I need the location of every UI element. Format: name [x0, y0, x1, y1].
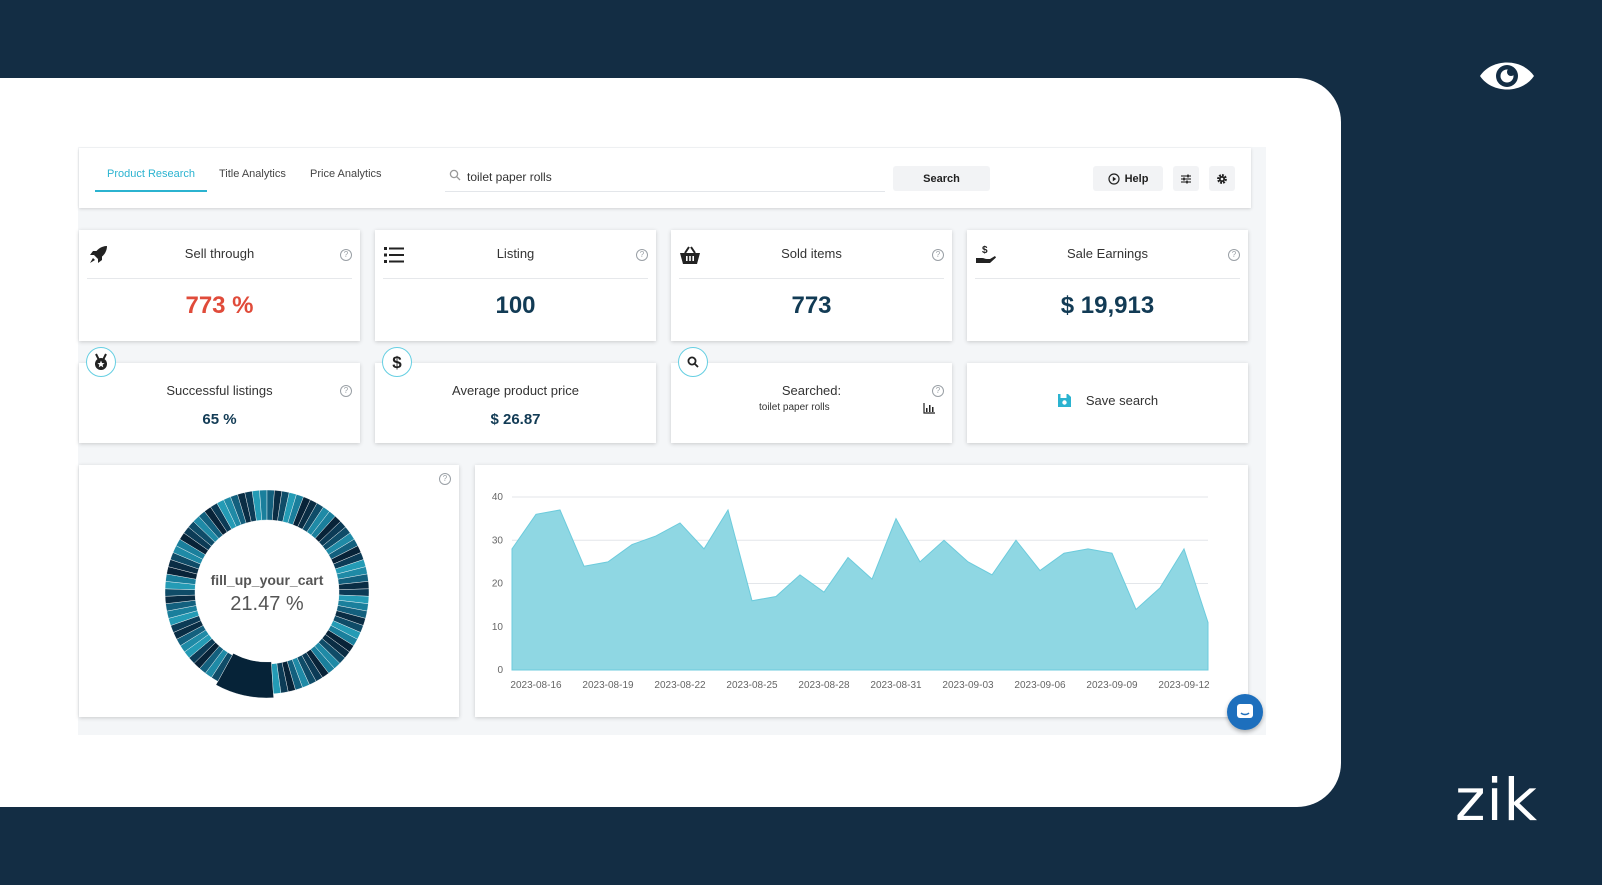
medal-icon [95, 353, 107, 370]
help-icon[interactable]: ? [636, 249, 648, 261]
search-input[interactable] [467, 166, 867, 188]
sale-earnings-value: $ 19,913 [1060, 292, 1155, 319]
sell-through-card: Sell through ? 773 % [79, 230, 360, 341]
dollar-icon: $ [392, 353, 402, 371]
x-tick-label: 2023-08-22 [654, 680, 706, 691]
successful-listings-value: 65 % [202, 411, 237, 428]
average-price-title: Average product price [452, 383, 579, 398]
searched-term: toilet paper rolls [759, 402, 830, 413]
sales-area [511, 508, 1209, 671]
help-icon[interactable]: ? [340, 385, 352, 397]
sell-through-title: Sell through [184, 246, 255, 261]
searched-card: Searched: ? toilet paper rolls [671, 363, 952, 443]
filters-button[interactable] [1173, 166, 1199, 191]
tab-product-research[interactable]: Product Research [95, 164, 208, 192]
x-tick-label: 2023-08-28 [798, 680, 850, 691]
tab-price-analytics[interactable]: Price Analytics [310, 168, 382, 180]
donut-percent-label: 21.47 % [230, 593, 304, 615]
search-button[interactable]: Search [893, 166, 990, 191]
help-icon[interactable]: ? [932, 385, 944, 397]
brand-logo: zik [1455, 766, 1539, 834]
list-icon [384, 247, 404, 263]
bar-chart-icon[interactable] [923, 403, 935, 414]
save-search-label: Save search [1085, 393, 1159, 408]
help-icon[interactable]: ? [439, 473, 451, 485]
eye-icon [1480, 62, 1534, 90]
y-tick-label: 0 [497, 665, 503, 676]
sales-area-chart[interactable]: 0 10 20 30 40 2023-08-16 2023-08-19 2023-08-22… [475, 465, 1248, 717]
divider [383, 278, 648, 279]
sale-earnings-card: $ Sale Earnings ? $ 19,913 [967, 230, 1248, 341]
x-tick-label: 2023-09-09 [1086, 680, 1138, 691]
donut-seller-label: fill_up_your_cart [211, 572, 324, 588]
x-tick-label: 2023-09-12 [1158, 680, 1210, 691]
basket-icon [680, 246, 700, 264]
help-label: Help [1124, 172, 1149, 185]
gear-icon [1217, 173, 1227, 184]
divider [975, 278, 1240, 279]
svg-text:$: $ [392, 353, 402, 371]
donut-slice[interactable] [271, 663, 282, 695]
hand-money-icon: $ [976, 245, 996, 263]
dollar-badge: $ [382, 347, 412, 377]
x-tick-label: 2023-09-03 [942, 680, 994, 691]
search-field [445, 162, 885, 192]
sliders-icon [1181, 174, 1191, 183]
help-icon[interactable]: ? [1228, 249, 1240, 261]
donut-slice[interactable] [164, 588, 196, 597]
top-toolbar: Product Research Title Analytics Price A… [79, 148, 1251, 208]
y-tick-label: 30 [492, 535, 504, 546]
chat-button[interactable] [1227, 694, 1263, 730]
sales-chart-card: 0 10 20 30 40 2023-08-16 2023-08-19 2023-08-22… [475, 465, 1248, 717]
listing-title: Listing [496, 246, 535, 261]
sold-items-card: Sold items ? 773 [671, 230, 952, 341]
settings-button[interactable] [1209, 166, 1235, 191]
chat-icon [1237, 704, 1253, 718]
searched-title: Searched: [781, 383, 842, 398]
save-search-card[interactable]: Save search [967, 363, 1248, 443]
divider [679, 278, 944, 279]
svg-text:$: $ [982, 245, 988, 256]
divider [87, 278, 352, 279]
tab-title-analytics[interactable]: Title Analytics [219, 168, 286, 180]
y-tick-label: 40 [492, 492, 504, 503]
sold-items-title: Sold items [781, 246, 842, 261]
x-tick-label: 2023-08-16 [510, 680, 562, 691]
help-button[interactable]: Help [1093, 166, 1163, 191]
average-price-value: $ 26.87 [490, 411, 541, 428]
x-tick-label: 2023-08-19 [582, 680, 634, 691]
search-badge [678, 347, 708, 377]
help-icon[interactable]: ? [932, 249, 944, 261]
successful-listings-card: Successful listings ? 65 % [79, 363, 360, 443]
donut-card: ? fill_up_your_cart 21.47 % [79, 465, 459, 717]
medal-badge [86, 347, 116, 377]
app-window: Product Research Title Analytics Price A… [78, 147, 1266, 735]
successful-listings-title: Successful listings [166, 383, 273, 398]
y-tick-label: 20 [492, 579, 504, 590]
listing-value: 100 [495, 292, 536, 319]
seller-share-donut[interactable]: fill_up_your_cart 21.47 % [79, 465, 459, 717]
rocket-icon [90, 246, 107, 263]
x-tick-label: 2023-09-06 [1014, 680, 1066, 691]
sale-earnings-title: Sale Earnings [1067, 246, 1148, 261]
sell-through-value: 773 % [185, 292, 254, 319]
average-price-card: Average product price $ 26.87 [375, 363, 656, 443]
x-tick-label: 2023-08-25 [726, 680, 778, 691]
help-icon[interactable]: ? [340, 249, 352, 261]
search-icon [449, 169, 461, 181]
x-tick-label: 2023-08-31 [870, 680, 922, 691]
sold-items-value: 773 [791, 292, 832, 319]
y-tick-label: 10 [492, 622, 504, 633]
play-circle-icon [1107, 172, 1120, 185]
save-icon [1057, 394, 1071, 407]
save-search-button[interactable]: Save search [967, 393, 1248, 408]
search-icon [687, 356, 699, 368]
listing-card: Listing ? 100 [375, 230, 656, 341]
